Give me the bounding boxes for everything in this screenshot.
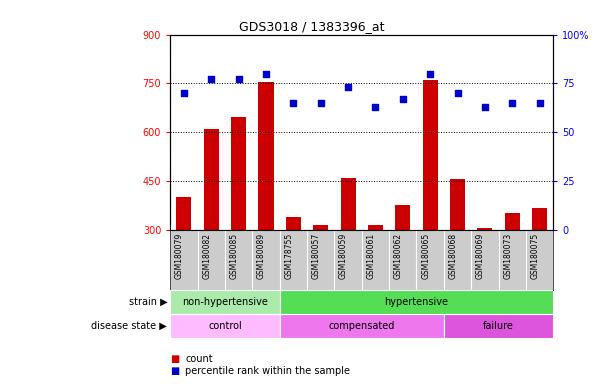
- Bar: [477, 228, 492, 230]
- Text: GSM180085: GSM180085: [230, 233, 238, 279]
- Point: [233, 76, 243, 83]
- Text: count: count: [185, 354, 213, 364]
- Bar: [170, 290, 280, 314]
- Text: non-hypertensive: non-hypertensive: [182, 297, 268, 307]
- Text: disease state ▶: disease state ▶: [91, 321, 167, 331]
- Point: [480, 104, 490, 110]
- Bar: [176, 197, 192, 230]
- Point: [261, 71, 271, 77]
- Text: ■: ■: [170, 354, 179, 364]
- Point: [316, 100, 326, 106]
- Text: GSM180057: GSM180057: [312, 233, 321, 279]
- Text: ■: ■: [170, 366, 179, 376]
- Text: GSM180065: GSM180065: [421, 233, 430, 279]
- Text: GSM180062: GSM180062: [394, 233, 402, 279]
- Bar: [258, 82, 274, 230]
- Text: GSM180089: GSM180089: [257, 233, 266, 279]
- Bar: [280, 314, 444, 338]
- Bar: [313, 225, 328, 230]
- Text: GSM180082: GSM180082: [202, 233, 212, 279]
- Text: GSM180061: GSM180061: [367, 233, 375, 279]
- Bar: [395, 205, 410, 230]
- Point: [534, 100, 544, 106]
- Point: [425, 71, 435, 77]
- Point: [288, 100, 298, 106]
- Bar: [444, 314, 553, 338]
- Text: GSM180069: GSM180069: [476, 233, 485, 279]
- Point: [206, 76, 216, 83]
- Text: GSM180073: GSM180073: [503, 233, 512, 279]
- Text: GSM180059: GSM180059: [339, 233, 348, 279]
- Point: [370, 104, 381, 110]
- Point: [179, 90, 188, 96]
- Bar: [280, 290, 553, 314]
- Text: GSM180075: GSM180075: [531, 233, 539, 279]
- Point: [343, 84, 353, 90]
- Bar: [170, 314, 280, 338]
- Point: [507, 100, 517, 106]
- Text: GSM180068: GSM180068: [449, 233, 457, 279]
- Bar: [450, 179, 465, 230]
- Bar: [532, 209, 547, 230]
- Text: control: control: [208, 321, 242, 331]
- Bar: [340, 177, 356, 230]
- Text: percentile rank within the sample: percentile rank within the sample: [185, 366, 350, 376]
- Text: GSM180079: GSM180079: [175, 233, 184, 279]
- Bar: [231, 118, 246, 230]
- Text: strain ▶: strain ▶: [128, 297, 167, 307]
- Text: compensated: compensated: [328, 321, 395, 331]
- Bar: [505, 214, 520, 230]
- Text: hypertensive: hypertensive: [384, 297, 449, 307]
- Text: failure: failure: [483, 321, 514, 331]
- Point: [452, 90, 462, 96]
- Text: GSM178755: GSM178755: [285, 233, 293, 279]
- Bar: [423, 80, 438, 230]
- Bar: [204, 129, 219, 230]
- Bar: [368, 225, 383, 230]
- Point: [398, 96, 407, 102]
- Text: GDS3018 / 1383396_at: GDS3018 / 1383396_at: [239, 20, 385, 33]
- Bar: [286, 217, 301, 230]
